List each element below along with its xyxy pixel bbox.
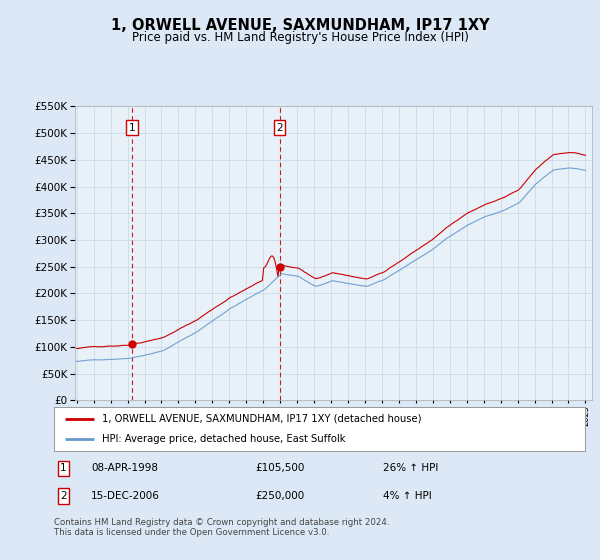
Text: Price paid vs. HM Land Registry's House Price Index (HPI): Price paid vs. HM Land Registry's House … <box>131 31 469 44</box>
Text: 15-DEC-2006: 15-DEC-2006 <box>91 491 160 501</box>
Text: 1: 1 <box>129 123 136 133</box>
Text: 2: 2 <box>276 123 283 133</box>
Text: 26% ↑ HPI: 26% ↑ HPI <box>383 463 439 473</box>
Text: HPI: Average price, detached house, East Suffolk: HPI: Average price, detached house, East… <box>102 434 345 444</box>
Text: Contains HM Land Registry data © Crown copyright and database right 2024.
This d: Contains HM Land Registry data © Crown c… <box>54 518 389 538</box>
Text: 4% ↑ HPI: 4% ↑ HPI <box>383 491 432 501</box>
Text: 1: 1 <box>60 463 67 473</box>
Text: £105,500: £105,500 <box>256 463 305 473</box>
Text: £250,000: £250,000 <box>256 491 305 501</box>
Text: 1, ORWELL AVENUE, SAXMUNDHAM, IP17 1XY (detached house): 1, ORWELL AVENUE, SAXMUNDHAM, IP17 1XY (… <box>102 414 421 424</box>
Text: 1, ORWELL AVENUE, SAXMUNDHAM, IP17 1XY: 1, ORWELL AVENUE, SAXMUNDHAM, IP17 1XY <box>110 18 490 33</box>
Text: 2: 2 <box>60 491 67 501</box>
Text: 08-APR-1998: 08-APR-1998 <box>91 463 158 473</box>
